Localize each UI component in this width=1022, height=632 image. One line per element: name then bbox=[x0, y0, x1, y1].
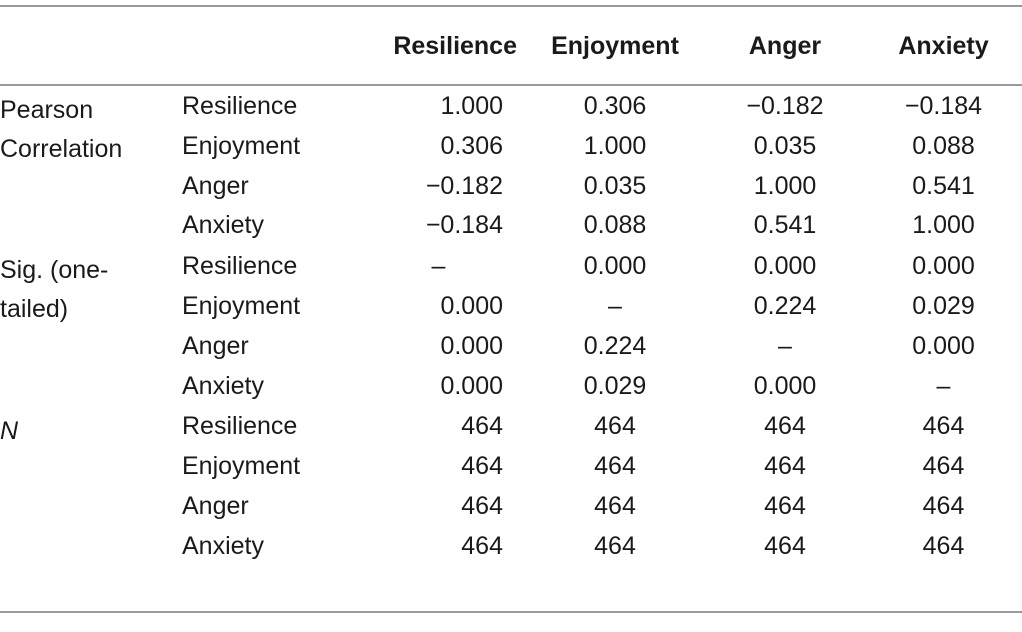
cell-anger: 464 bbox=[764, 531, 806, 560]
row-variable-label: Resilience bbox=[182, 412, 298, 440]
group-label: N bbox=[0, 406, 180, 566]
top-rule bbox=[0, 5, 1022, 7]
cell-resilience: 0.306 bbox=[440, 131, 503, 160]
cell-resilience: 0.000 bbox=[440, 331, 503, 360]
cell-anger: −0.182 bbox=[746, 91, 824, 120]
cell-resilience: 464 bbox=[461, 412, 503, 440]
column-header-resilience: Resilience bbox=[393, 31, 517, 60]
column-header-anger: Anger bbox=[748, 31, 822, 60]
correlation-table: Resilience Enjoyment Anger Anxiety Pears… bbox=[0, 6, 1022, 566]
row-variable-label: Enjoyment bbox=[182, 292, 301, 321]
cell-anger: 0.000 bbox=[753, 371, 817, 400]
cell-enjoyment: 0.035 bbox=[583, 171, 647, 200]
header-rule bbox=[0, 84, 1022, 86]
table-row: Sig. (one-tailed) Resilience – 0.000 0.000 0.… bbox=[0, 245, 1022, 324]
cell-resilience: 0.000 bbox=[440, 371, 503, 400]
cell-anger: 464 bbox=[764, 452, 806, 481]
cell-resilience: 464 bbox=[461, 531, 503, 560]
table-row: Pearson Correlation Resilience 1.000 0.306 −0… bbox=[0, 85, 1022, 164]
cell-enjoyment: 0.088 bbox=[583, 211, 647, 240]
group-label: Sig. (one-tailed) bbox=[0, 245, 180, 405]
table-row: Anger 0.000 0.224 – 0.000 bbox=[0, 326, 1022, 366]
cell-anxiety: 0.541 bbox=[912, 171, 975, 200]
table-body: Pearson Correlation Resilience 1.000 0.306 −0… bbox=[0, 85, 1022, 566]
cell-anxiety: 0.000 bbox=[912, 331, 975, 360]
cell-anger: 0.224 bbox=[753, 292, 817, 321]
column-header-enjoyment: Enjoyment bbox=[551, 31, 679, 60]
row-variable-label: Enjoyment bbox=[182, 452, 301, 481]
table-row: Anxiety 0.000 0.029 0.000 – bbox=[0, 366, 1022, 406]
row-variable-label: Anxiety bbox=[182, 531, 264, 560]
cell-enjoyment: 0.306 bbox=[583, 91, 647, 120]
cell-resilience: 464 bbox=[461, 492, 503, 521]
cell-anger: 1.000 bbox=[753, 171, 817, 200]
cell-anger: 464 bbox=[764, 412, 806, 440]
group-label-line: Correlation bbox=[0, 135, 123, 163]
cell-enjoyment: 464 bbox=[594, 531, 636, 560]
cell-anxiety: 1.000 bbox=[912, 211, 975, 240]
cell-enjoyment: 464 bbox=[594, 492, 636, 521]
cell-enjoyment: 464 bbox=[594, 412, 636, 440]
cell-anxiety: −0.184 bbox=[904, 91, 983, 120]
cell-anxiety: 464 bbox=[922, 412, 965, 440]
row-variable-label: Anger bbox=[182, 171, 249, 200]
group-label-line: Pearson bbox=[0, 96, 94, 124]
table-row: Anxiety 464 464 464 464 bbox=[0, 526, 1022, 566]
column-header-anxiety: Anxiety bbox=[898, 31, 989, 60]
cell-anxiety: 0.088 bbox=[912, 131, 975, 160]
cell-anxiety: 0.029 bbox=[912, 292, 975, 321]
header-empty-variable bbox=[180, 6, 360, 85]
cell-resilience: – bbox=[431, 251, 446, 280]
group-label-line: N bbox=[0, 416, 19, 445]
row-variable-label: Resilience bbox=[182, 91, 298, 120]
table-row: Enjoyment 464 464 464 464 bbox=[0, 447, 1022, 487]
cell-anxiety: 464 bbox=[922, 492, 965, 521]
cell-enjoyment: 0.029 bbox=[583, 371, 647, 400]
group-label: Pearson Correlation bbox=[0, 85, 180, 245]
table-row: Anxiety −0.184 0.088 0.541 1.000 bbox=[0, 206, 1022, 246]
cell-anger: 0.541 bbox=[753, 211, 817, 240]
group-label-line: tailed) bbox=[0, 295, 69, 324]
table-row: Enjoyment 0.000 – 0.224 0.029 bbox=[0, 286, 1022, 326]
row-variable-label: Resilience bbox=[182, 251, 298, 280]
cell-enjoyment: 464 bbox=[594, 452, 636, 481]
cell-anxiety: 0.000 bbox=[912, 251, 975, 280]
cell-enjoyment: 0.224 bbox=[583, 331, 647, 360]
table-row: Enjoyment 0.306 1.000 0.035 0.088 bbox=[0, 126, 1022, 166]
cell-resilience: 1.000 bbox=[440, 91, 503, 120]
cell-enjoyment: 1.000 bbox=[583, 131, 647, 160]
cell-resilience: 0.000 bbox=[440, 292, 503, 321]
cell-enjoyment: – bbox=[608, 292, 622, 321]
cell-enjoyment: 0.000 bbox=[583, 251, 647, 280]
cell-anxiety: 464 bbox=[922, 452, 965, 481]
row-variable-label: Anxiety bbox=[182, 371, 264, 400]
cell-resilience: −0.182 bbox=[425, 171, 503, 200]
header-empty-group bbox=[0, 6, 180, 85]
cell-anger: 0.035 bbox=[753, 131, 817, 160]
cell-anxiety: 464 bbox=[922, 531, 965, 560]
bottom-rule bbox=[0, 611, 1022, 613]
cell-anger: 0.000 bbox=[753, 251, 817, 280]
row-variable-label: Enjoyment bbox=[182, 131, 301, 160]
table-header-row: Resilience Enjoyment Anger Anxiety bbox=[0, 6, 1022, 85]
cell-anger: – bbox=[778, 331, 792, 360]
table-row: Anger −0.182 0.035 1.000 0.541 bbox=[0, 166, 1022, 206]
row-variable-label: Anger bbox=[182, 331, 249, 360]
row-variable-label: Anxiety bbox=[182, 211, 264, 240]
table-row: N Resilience 464 464 464 464 bbox=[0, 406, 1022, 447]
group-label-line: Sig. (one- bbox=[0, 256, 109, 285]
cell-anxiety: – bbox=[936, 371, 951, 400]
table-row: Anger 464 464 464 464 bbox=[0, 486, 1022, 526]
cell-resilience: 464 bbox=[461, 452, 503, 481]
cell-anger: 464 bbox=[764, 492, 806, 521]
cell-resilience: −0.184 bbox=[425, 211, 503, 240]
row-variable-label: Anger bbox=[182, 492, 249, 521]
